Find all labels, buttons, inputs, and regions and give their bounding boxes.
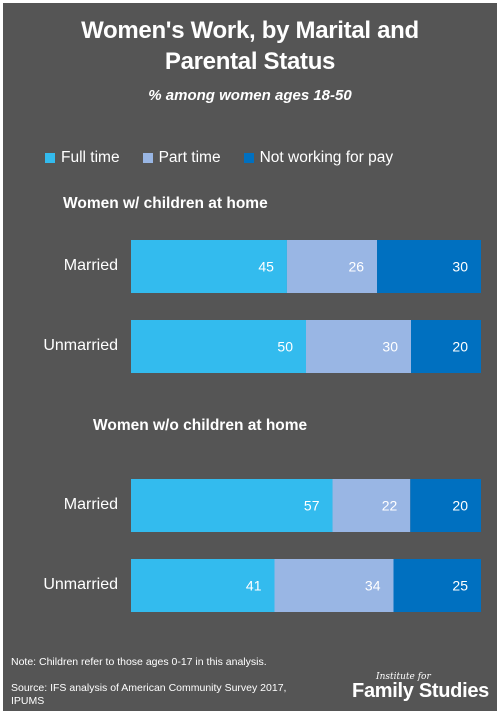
row-label-without-children-unmarried: Unmarried — [43, 576, 118, 593]
legend-swatch-part-time — [142, 153, 153, 163]
bar-without-children-married-not-working — [410, 479, 481, 532]
bar-with-children-married-not-working — [377, 240, 481, 293]
data-label-without-children-unmarried-not-working: 25 — [452, 578, 468, 594]
bar-with-children-unmarried-full-time — [131, 320, 306, 373]
data-label-with-children-married-full-time: 45 — [258, 259, 274, 275]
group-label-with-children: Women w/ children at home — [63, 195, 268, 212]
data-label-without-children-unmarried-part-time: 34 — [365, 578, 381, 594]
source-line-2: IPUMS — [11, 695, 45, 707]
data-label-with-children-married-part-time: 26 — [348, 259, 364, 275]
row-label-with-children-married: Married — [63, 257, 118, 274]
data-label-with-children-unmarried-not-working: 20 — [452, 339, 468, 355]
bar-with-children-married-full-time — [131, 240, 287, 293]
bar-with-children-married-part-time — [286, 240, 378, 293]
legend-swatch-not-working — [243, 153, 254, 163]
data-label-without-children-married-part-time: 22 — [382, 498, 398, 514]
chart-subtitle: % among women ages 18-50 — [148, 87, 352, 104]
bar-with-children-unmarried-not-working — [411, 320, 481, 373]
bar-without-children-unmarried-full-time — [131, 559, 275, 612]
bar-without-children-married-full-time — [131, 479, 333, 532]
legend: Full time Part time Not working for pay — [45, 149, 393, 167]
data-label-with-children-unmarried-part-time: 30 — [382, 339, 398, 355]
group-label-without-children: Women w/o children at home — [93, 417, 308, 434]
chart-panel: Women's Work, by Marital and Parental St… — [3, 3, 497, 711]
legend-item-not-working: Not working for pay — [243, 149, 394, 167]
data-label-without-children-married-not-working: 20 — [452, 498, 468, 514]
data-label-with-children-married-not-working: 30 — [452, 259, 468, 275]
row-label-without-children-married: Married — [63, 496, 118, 513]
data-label-without-children-married-full-time: 57 — [304, 498, 320, 514]
bar-with-children-unmarried-part-time — [306, 320, 411, 373]
legend-item-full-time: Full time — [45, 149, 120, 167]
legend-label-full-time: Full time — [61, 149, 120, 166]
legend-swatch-full-time — [45, 153, 55, 163]
source-line-1: Source: IFS analysis of American Communi… — [11, 682, 287, 694]
legend-item-part-time: Part time — [142, 149, 221, 167]
bar-without-children-married-part-time — [332, 479, 411, 532]
data-label-with-children-unmarried-full-time: 50 — [277, 339, 293, 355]
logo-big-text: Family Studies — [352, 680, 489, 702]
ifs-logo: Institute for Family Studies — [352, 672, 489, 703]
legend-label-part-time: Part time — [158, 149, 221, 166]
footnote: Note: Children refer to those ages 0-17 … — [11, 656, 267, 668]
stacked-bar-plot: 45 26 30 50 30 20 57 22 20 41 34 25 — [131, 240, 481, 612]
legend-label-not-working: Not working for pay — [259, 149, 394, 166]
data-label-without-children-unmarried-full-time: 41 — [246, 578, 262, 594]
row-label-with-children-unmarried: Unmarried — [43, 337, 118, 354]
chart-title: Women's Work, by Marital and Parental St… — [81, 17, 419, 75]
bar-without-children-unmarried-part-time — [274, 559, 394, 612]
bar-without-children-unmarried-not-working — [393, 559, 481, 612]
logo-small-text: Institute for — [376, 672, 431, 682]
